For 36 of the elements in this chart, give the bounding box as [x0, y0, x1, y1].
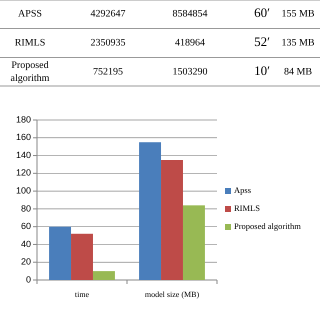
y-tick-label: 80	[20, 203, 31, 214]
y-tick-label: 60	[20, 221, 31, 232]
y-tick-label: 160	[16, 132, 31, 142]
text: 84 MB	[284, 66, 312, 78]
bar	[92, 271, 115, 280]
y-tick-label: 100	[16, 185, 31, 196]
text: 52′	[254, 34, 270, 49]
bar	[139, 142, 162, 280]
text: 752195	[93, 66, 123, 78]
text: 2350935	[90, 37, 126, 48]
bar	[49, 226, 72, 280]
legend-label: RIMLS	[234, 202, 260, 213]
bar	[71, 234, 93, 280]
text: 10′	[254, 62, 270, 78]
legend-label: Proposed algorithm	[234, 220, 302, 231]
y-tick-label: 0	[26, 274, 31, 284]
legend-label: Apss	[234, 184, 252, 195]
text: 4292647	[90, 8, 126, 20]
text: 8584854	[172, 8, 208, 20]
text: Proposed algorithm	[10, 60, 50, 84]
x-tick-label: model size (MB)	[144, 290, 200, 299]
text: 135 MB	[281, 37, 315, 48]
bar	[161, 160, 183, 280]
text: 60′	[254, 4, 270, 20]
y-tick-label: 140	[16, 150, 31, 160]
y-tick-label: 120	[16, 168, 31, 178]
y-tick-label: 180	[16, 114, 31, 124]
x-tick-label: time	[74, 290, 90, 299]
y-tick-label: 40	[20, 238, 31, 249]
text: 155 MB	[281, 8, 315, 20]
y-tick-label: 20	[20, 256, 31, 267]
text: APSS	[18, 8, 42, 20]
text: 418964	[175, 37, 205, 48]
text: RIMLS	[14, 37, 46, 48]
bar	[182, 205, 205, 280]
text: 1503290	[172, 66, 208, 78]
